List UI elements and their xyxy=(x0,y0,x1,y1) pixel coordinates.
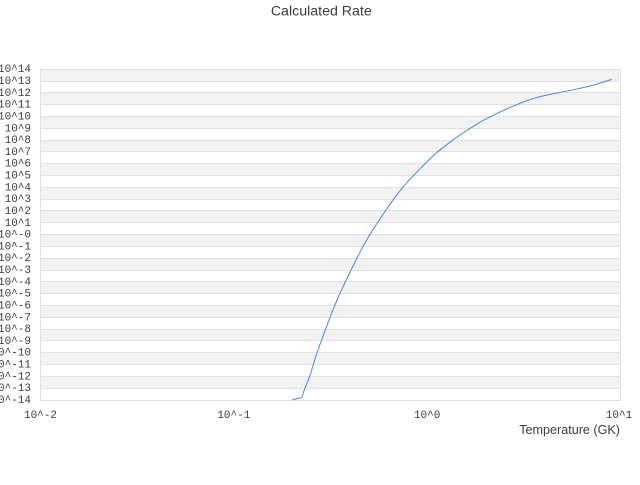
svg-text:Calculated Rate: Calculated Rate xyxy=(271,4,372,20)
svg-text:10^3: 10^3 xyxy=(5,194,31,206)
svg-text:10^6: 10^6 xyxy=(5,159,31,171)
svg-text:10^4: 10^4 xyxy=(5,182,32,194)
svg-text:Temperature (GK): Temperature (GK) xyxy=(519,423,620,437)
svg-text:10^-7: 10^-7 xyxy=(0,312,31,324)
svg-text:10^7: 10^7 xyxy=(5,147,31,159)
svg-text:10^-0: 10^-0 xyxy=(0,230,31,242)
svg-text:10^14: 10^14 xyxy=(0,64,31,76)
svg-text:10^2: 10^2 xyxy=(5,206,31,218)
svg-text:10^8: 10^8 xyxy=(5,135,31,147)
svg-text:10^-8: 10^-8 xyxy=(0,324,31,336)
svg-text:10^-2: 10^-2 xyxy=(0,253,31,265)
svg-text:10^-5: 10^-5 xyxy=(0,289,31,301)
svg-text:10^11: 10^11 xyxy=(0,100,31,112)
svg-text:10^-13: 10^-13 xyxy=(0,383,31,395)
svg-text:10^0: 10^0 xyxy=(414,410,440,422)
svg-text:10^-10: 10^-10 xyxy=(0,348,31,360)
svg-text:10^12: 10^12 xyxy=(0,88,31,100)
svg-text:10^-4: 10^-4 xyxy=(0,277,31,289)
svg-text:10^-3: 10^-3 xyxy=(0,265,31,277)
svg-text:10^-6: 10^-6 xyxy=(0,300,31,312)
svg-text:10^-11: 10^-11 xyxy=(0,360,31,372)
svg-text:10^-12: 10^-12 xyxy=(0,371,31,383)
svg-text:10^-14: 10^-14 xyxy=(0,395,31,407)
svg-text:10^-9: 10^-9 xyxy=(0,336,31,348)
svg-text:10^1: 10^1 xyxy=(606,410,633,422)
svg-text:10^13: 10^13 xyxy=(0,76,31,88)
svg-text:10^9: 10^9 xyxy=(5,123,31,135)
svg-text:10^-2: 10^-2 xyxy=(24,410,57,422)
svg-text:10^-1: 10^-1 xyxy=(217,410,250,422)
svg-text:10^1: 10^1 xyxy=(5,218,32,230)
svg-text:10^5: 10^5 xyxy=(5,171,31,183)
svg-text:10^-1: 10^-1 xyxy=(0,241,31,253)
svg-text:10^10: 10^10 xyxy=(0,111,31,123)
